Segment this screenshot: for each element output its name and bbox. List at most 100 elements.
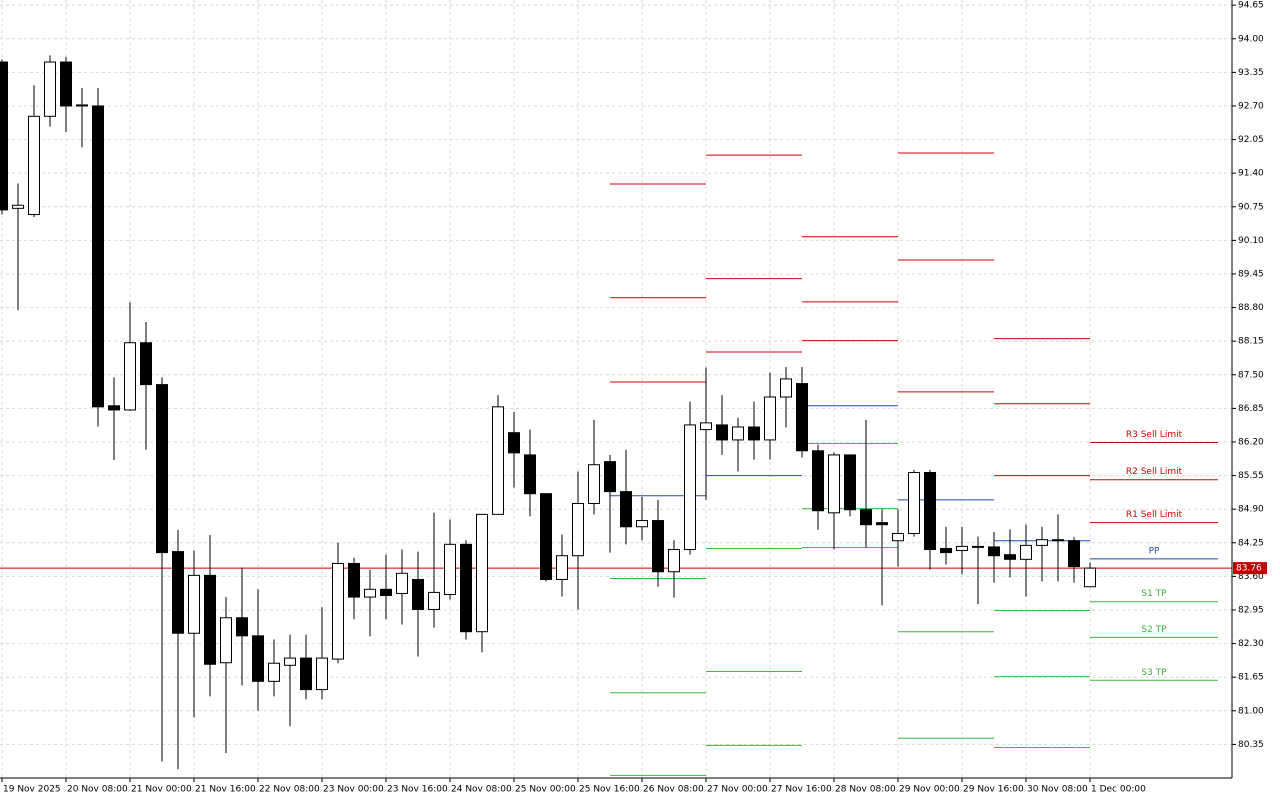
y-tick-label: 86.85 <box>1238 404 1264 414</box>
candle-body <box>540 493 552 580</box>
candle-body <box>476 513 488 633</box>
order-level-label: R3 Sell Limit <box>1126 430 1183 440</box>
candle-body <box>844 454 856 511</box>
candle-body <box>588 464 600 505</box>
candle-body <box>780 378 792 398</box>
candle-body <box>700 422 712 431</box>
candle-body <box>460 543 472 633</box>
x-tick-label: 28 Nov 08:00 <box>835 785 896 795</box>
x-tick-label: 25 Nov 16:00 <box>579 785 640 795</box>
y-tick-label: 93.35 <box>1238 68 1264 78</box>
x-tick-label: 24 Nov 08:00 <box>451 785 512 795</box>
y-tick-label: 92.70 <box>1238 101 1264 111</box>
candle-body <box>332 562 344 660</box>
current-price-label: 83.76 <box>1236 564 1262 574</box>
candle-body <box>412 578 424 610</box>
candle-body <box>108 405 120 411</box>
y-tick-label: 82.95 <box>1238 605 1264 615</box>
order-level-label: S2 TP <box>1141 625 1167 635</box>
x-tick-label: 30 Nov 08:00 <box>1027 785 1088 795</box>
x-tick-label: 29 Nov 16:00 <box>963 785 1024 795</box>
candle-body <box>1068 540 1080 568</box>
x-tick-label: 27 Nov 00:00 <box>707 785 768 795</box>
candle-body <box>908 471 920 534</box>
y-tick-label: 84.90 <box>1238 505 1264 515</box>
candle-body <box>828 454 840 514</box>
candle-body <box>124 342 136 411</box>
candle-body <box>1020 544 1032 560</box>
y-tick-label: 90.10 <box>1238 236 1264 246</box>
y-tick-label: 85.55 <box>1238 471 1264 481</box>
candle-body <box>140 342 152 386</box>
candle-body <box>204 574 216 665</box>
candle-body <box>44 61 56 117</box>
candle-body <box>956 545 968 552</box>
candle-body <box>492 406 504 515</box>
candle-body <box>60 61 72 107</box>
candle-body <box>0 61 8 211</box>
candle-body <box>812 450 824 512</box>
candle-body <box>28 115 40 216</box>
current-price-box <box>1233 562 1267 575</box>
order-level-label: PP <box>1149 546 1160 556</box>
candle-body <box>188 574 200 634</box>
candle-body <box>1036 539 1048 546</box>
candle-body <box>444 543 456 595</box>
candle-body <box>172 551 184 634</box>
candle-body <box>652 520 664 573</box>
candle-body <box>876 522 888 526</box>
y-tick-label: 94.00 <box>1238 34 1264 44</box>
x-tick-label: 27 Nov 16:00 <box>771 785 832 795</box>
y-tick-label: 89.45 <box>1238 269 1264 279</box>
x-tick-label: 21 Nov 00:00 <box>131 785 192 795</box>
y-tick-label: 86.20 <box>1238 437 1264 447</box>
candle-body <box>748 426 760 441</box>
candle-body <box>12 204 24 209</box>
x-tick-label: 22 Nov 08:00 <box>259 785 320 795</box>
y-tick-label: 81.00 <box>1238 706 1264 716</box>
y-tick-label: 82.30 <box>1238 639 1264 649</box>
y-tick-label: 88.15 <box>1238 337 1264 347</box>
x-tick-label: 19 Nov 2025 <box>3 785 61 795</box>
candle-body <box>1052 539 1064 542</box>
candle-body <box>572 503 584 557</box>
x-tick-label: 23 Nov 16:00 <box>387 785 448 795</box>
candle-body <box>156 384 168 554</box>
candle-body <box>1084 567 1096 588</box>
candle-body <box>220 617 232 664</box>
candle-body <box>620 491 632 528</box>
candle-body <box>636 520 648 528</box>
candle-body <box>364 588 376 598</box>
candle-body <box>716 424 728 441</box>
x-tick-label: 26 Nov 08:00 <box>643 785 704 795</box>
order-level-label: S1 TP <box>1141 589 1167 599</box>
candle-body <box>1004 554 1016 560</box>
candle-body <box>92 105 104 408</box>
candle-body <box>396 572 408 594</box>
candle-body <box>508 432 520 454</box>
y-tick-label: 91.40 <box>1238 169 1264 179</box>
y-tick-label: 87.50 <box>1238 370 1264 380</box>
y-tick-label: 94.65 <box>1238 1 1264 11</box>
candle-body <box>940 547 952 554</box>
y-tick-label: 80.35 <box>1238 740 1264 750</box>
order-level-label: R1 Sell Limit <box>1126 510 1183 520</box>
candle-body <box>300 657 312 691</box>
candle-body <box>524 454 536 495</box>
candle-body <box>684 424 696 551</box>
candle-body <box>796 383 808 452</box>
candle-body <box>988 546 1000 557</box>
y-tick-label: 90.75 <box>1238 202 1264 212</box>
candle-body <box>972 545 984 548</box>
candle-body <box>668 549 680 573</box>
candles <box>0 55 1096 770</box>
candle-body <box>892 532 904 542</box>
candle-body <box>732 426 744 441</box>
candle-body <box>76 104 88 107</box>
candle-body <box>380 588 392 597</box>
candle-body <box>604 461 616 493</box>
